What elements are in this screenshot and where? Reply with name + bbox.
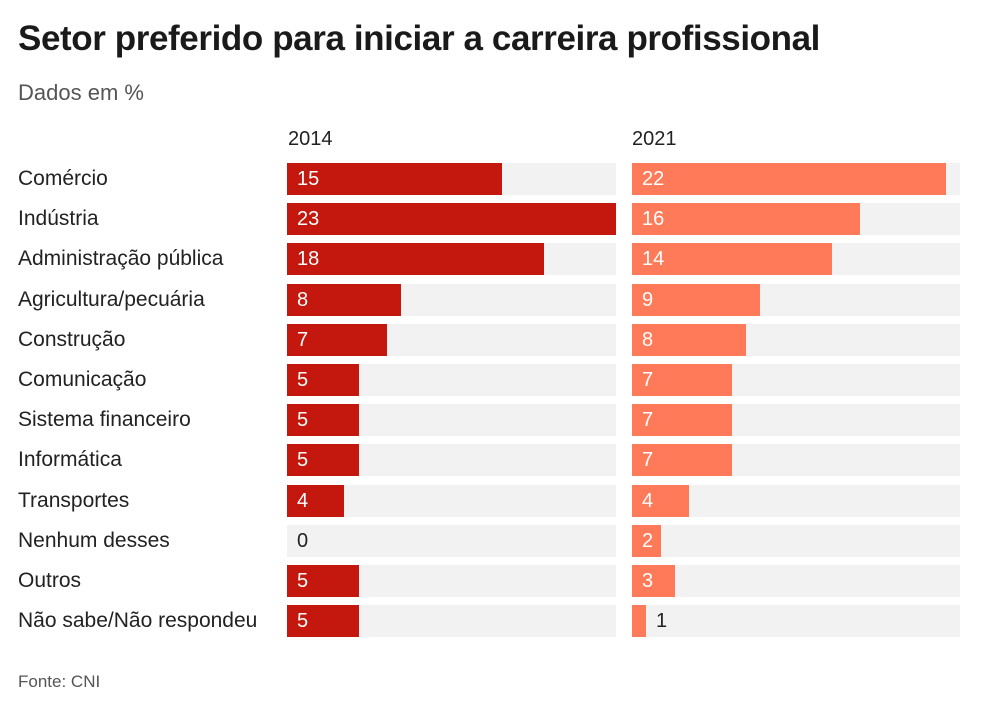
value-label-2014: 18 <box>297 248 320 270</box>
bar-track-2021: 14 <box>632 243 960 275</box>
category-label: Indústria <box>18 207 99 230</box>
value-label-2021: 3 <box>642 570 654 592</box>
category-label: Outros <box>18 569 82 592</box>
bar-track-2021: 4 <box>632 485 960 517</box>
value-label-2021: 2 <box>642 530 654 552</box>
value-label-2021: 7 <box>642 369 654 391</box>
bar-2014 <box>287 404 359 436</box>
bar-track-2021: 7 <box>632 404 960 436</box>
bar-2021 <box>632 404 732 436</box>
bar-2021 <box>632 284 760 316</box>
value-label-2021: 1 <box>656 610 668 632</box>
bar-track-2014: 0 <box>287 525 616 557</box>
bar-2021 <box>632 485 689 517</box>
bar-2014 <box>287 485 344 517</box>
bar-2021 <box>632 605 646 637</box>
category-label: Nenhum desses <box>18 529 170 552</box>
bar-2021 <box>632 324 746 356</box>
bar-track-2014: 5 <box>287 364 616 396</box>
value-label-2021: 14 <box>642 248 665 270</box>
series-header-2021: 2021 <box>632 128 677 150</box>
category-label: Comércio <box>18 167 108 190</box>
bar-track-2014: 23 <box>287 203 616 235</box>
bar-track-2021: 3 <box>632 565 960 597</box>
bar-2021 <box>632 364 732 396</box>
bar-2021 <box>632 444 732 476</box>
chart-title: Setor preferido para iniciar a carreira … <box>18 19 821 58</box>
bar-2014 <box>287 565 359 597</box>
value-label-2014: 0 <box>297 530 309 552</box>
series-header-2014: 2014 <box>288 128 333 150</box>
bar-track-2014: 18 <box>287 243 616 275</box>
bar-track-2014: 8 <box>287 284 616 316</box>
value-label-2014: 7 <box>297 329 309 351</box>
value-label-2021: 7 <box>642 409 654 431</box>
bar-2014 <box>287 605 359 637</box>
value-label-2021: 4 <box>642 490 654 512</box>
bar-track-2021: 8 <box>632 324 960 356</box>
category-label: Sistema financeiro <box>18 408 191 431</box>
bar-2014 <box>287 284 401 316</box>
value-label-2014: 8 <box>297 289 309 311</box>
bar-track-2014: 7 <box>287 324 616 356</box>
bar-track-2021: 16 <box>632 203 960 235</box>
value-label-2021: 8 <box>642 329 654 351</box>
value-label-2021: 9 <box>642 289 654 311</box>
bar-2014 <box>287 324 387 356</box>
value-label-2014: 5 <box>297 610 309 632</box>
bar-track-2021: 7 <box>632 364 960 396</box>
bar-track-2014: 4 <box>287 485 616 517</box>
category-label: Administração pública <box>18 247 224 270</box>
bar-2021 <box>632 203 860 235</box>
bar-2021 <box>632 163 946 195</box>
bar-track-2014: 5 <box>287 444 616 476</box>
bar-2014 <box>287 364 359 396</box>
value-label-2021: 16 <box>642 208 665 230</box>
value-label-2021: 22 <box>642 168 665 190</box>
chart-subtitle: Dados em % <box>18 80 144 105</box>
bar-2014 <box>287 163 502 195</box>
bar-track-2014: 5 <box>287 404 616 436</box>
bar-2014 <box>287 203 616 235</box>
bar-track-2014: 15 <box>287 163 616 195</box>
bar-2021 <box>632 243 832 275</box>
value-label-2021: 7 <box>642 449 654 471</box>
category-label: Comunicação <box>18 368 147 391</box>
bar-track-2021: 22 <box>632 163 960 195</box>
bar-track-2014: 5 <box>287 565 616 597</box>
bar-2014 <box>287 444 359 476</box>
bar-track-2021: 9 <box>632 284 960 316</box>
category-label: Transportes <box>18 489 130 512</box>
value-label-2014: 5 <box>297 409 309 431</box>
value-label-2014: 5 <box>297 369 309 391</box>
chart-source: Fonte: CNI <box>18 672 101 691</box>
value-label-2014: 4 <box>297 490 309 512</box>
value-label-2014: 23 <box>297 208 320 230</box>
category-label: Agricultura/pecuária <box>18 288 205 311</box>
bar-track-2021: 2 <box>632 525 960 557</box>
value-label-2014: 15 <box>297 168 320 190</box>
bar-track-2021: 7 <box>632 444 960 476</box>
bar-2021 <box>632 525 661 557</box>
category-label: Informática <box>18 448 122 471</box>
bar-track-2014: 5 <box>287 605 616 637</box>
bar-track-2021: 1 <box>632 605 960 637</box>
bar-2021 <box>632 565 675 597</box>
category-label: Não sabe/Não respondeu <box>18 609 258 632</box>
value-label-2014: 5 <box>297 449 309 471</box>
value-label-2014: 5 <box>297 570 309 592</box>
bar-2014 <box>287 243 544 275</box>
category-label: Construção <box>18 328 126 351</box>
